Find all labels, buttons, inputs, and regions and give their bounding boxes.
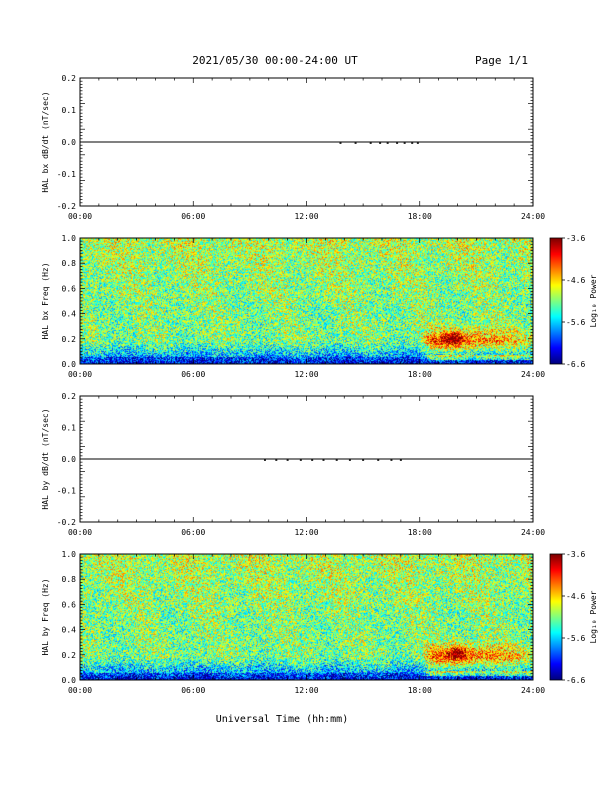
- y-tick-label-2-0: 1.0: [62, 234, 77, 243]
- y-axis-title-3: HAL by dB/dt (nT/sec): [41, 408, 50, 509]
- data-point-1-5: [396, 142, 399, 144]
- y-tick-label-2-1: 0.8: [62, 259, 77, 268]
- y-axis-title-4: HAL by Freq (Hz): [41, 578, 50, 655]
- data-point-1-4: [386, 142, 389, 144]
- data-point-3-7: [348, 459, 351, 461]
- y-tick-label-3-4: -0.2: [57, 518, 76, 527]
- data-point-1-1: [354, 142, 357, 144]
- spectrogram-4: [80, 554, 533, 680]
- y-axis-title-2: HAL bx Freq (Hz): [41, 262, 50, 339]
- data-point-1-6: [403, 142, 406, 144]
- x-tick-label-2-3: 18:00: [408, 370, 432, 379]
- panel-2: -3.6 -4.6 -5.6 -6.6 Log₁₀ Power 1.0 0.8 0.6 0.4 0…: [41, 234, 598, 379]
- x-tick-label-1-2: 12:00: [294, 212, 318, 221]
- x-tick-label-1-1: 06:00: [181, 212, 205, 221]
- colorbar-tick-label-2-1: -4.6: [566, 276, 585, 285]
- colorbar-label-2: Log₁₀ Power: [589, 274, 598, 327]
- x-axis-title: Universal Time (hh:mm): [216, 714, 348, 725]
- x-tick-label-3-0: 00:00: [68, 528, 92, 537]
- y-tick-label-1-1: 0.1: [62, 106, 77, 115]
- x-tick-label-2-4: 24:00: [521, 370, 545, 379]
- colorbar-frame-4: [549, 553, 563, 681]
- x-tick-label-3-3: 18:00: [408, 528, 432, 537]
- y-tick-label-2-4: 0.2: [62, 335, 77, 344]
- data-point-3-10: [390, 459, 393, 461]
- y-tick-label-4-5: 0.0: [62, 676, 77, 685]
- data-point-3-2: [286, 459, 289, 461]
- y-tick-label-2-2: 0.6: [62, 284, 77, 293]
- y-tick-label-3-0: 0.2: [62, 392, 77, 401]
- y-tick-label-4-1: 0.8: [62, 575, 77, 584]
- x-tick-label-4-3: 18:00: [408, 686, 432, 695]
- x-tick-label-2-0: 00:00: [68, 370, 92, 379]
- data-point-3-1: [275, 459, 278, 461]
- y-axis-title-1: HAL bx dB/dt (nT/sec): [41, 91, 50, 192]
- x-tick-label-4-0: 00:00: [68, 686, 92, 695]
- y-tick-label-4-2: 0.6: [62, 600, 77, 609]
- x-tick-label-3-2: 12:00: [294, 528, 318, 537]
- colorbar-tick-label-4-1: -4.6: [566, 592, 585, 601]
- colorbar-tick-label-2-2: -5.6: [566, 318, 585, 327]
- data-point-3-5: [322, 459, 325, 461]
- x-tick-label-2-2: 12:00: [294, 370, 318, 379]
- y-tick-label-2-3: 0.4: [62, 310, 77, 319]
- panel-4: -3.6 -4.6 -5.6 -6.6 Log₁₀ Power 1.0 0.8 0.6 0.4 0…: [41, 550, 598, 695]
- x-tick-label-2-1: 06:00: [181, 370, 205, 379]
- colorbar-tick-label-4-2: -5.6: [566, 634, 585, 643]
- data-point-1-2: [369, 142, 372, 144]
- colorbar-tick-label-2-0: -3.6: [566, 234, 585, 243]
- colorbar-4: [550, 554, 562, 680]
- x-tick-label-1-4: 24:00: [521, 212, 545, 221]
- data-point-3-11: [399, 459, 402, 461]
- panel-3: 0.2 0.1 0.0 -0.1 -0.200:00 06:00 12:00 18:00 24:…: [41, 392, 545, 537]
- x-tick-label-1-3: 18:00: [408, 212, 432, 221]
- colorbar-frame-2: [549, 237, 563, 365]
- colorbar-tick-label-4-0: -3.6: [566, 550, 585, 559]
- data-point-3-9: [377, 459, 380, 461]
- x-tick-label-4-2: 12:00: [294, 686, 318, 695]
- colorbar-label-4: Log₁₀ Power: [589, 590, 598, 643]
- data-point-3-0: [263, 459, 266, 461]
- data-point-1-0: [339, 142, 342, 144]
- x-tick-label-3-1: 06:00: [181, 528, 205, 537]
- colorbar-tick-label-4-3: -6.6: [566, 676, 585, 685]
- colorbar-tick-label-2-3: -6.6: [566, 360, 585, 369]
- x-tick-label-4-1: 06:00: [181, 686, 205, 695]
- data-point-3-6: [335, 459, 338, 461]
- y-tick-label-2-5: 0.0: [62, 360, 77, 369]
- y-tick-label-4-0: 1.0: [62, 550, 77, 559]
- y-tick-label-3-2: 0.0: [62, 455, 77, 464]
- data-point-3-8: [362, 459, 365, 461]
- page-title: 2021/05/30 00:00-24:00 UT: [192, 54, 358, 67]
- y-tick-label-1-2: 0.0: [62, 138, 77, 147]
- x-tick-label-3-4: 24:00: [521, 528, 545, 537]
- y-tick-label-4-3: 0.4: [62, 626, 77, 635]
- y-tick-label-1-4: -0.2: [57, 202, 76, 211]
- spectrogram-2: [80, 238, 533, 364]
- x-tick-label-4-4: 24:00: [521, 686, 545, 695]
- x-tick-label-1-0: 00:00: [68, 212, 92, 221]
- page-number: Page 1/1: [475, 54, 528, 67]
- y-tick-label-3-3: -0.1: [57, 487, 76, 496]
- panels: 0.20.10.0-0.1-0.200:00 06:00 12:00 18:00 24:…: [41, 74, 598, 695]
- y-tick-label-4-4: 0.2: [62, 651, 77, 660]
- data-point-1-8: [416, 142, 419, 144]
- colorbar-2: [550, 238, 562, 364]
- data-point-3-3: [299, 459, 302, 461]
- y-tick-label-1-3: -0.1: [57, 170, 76, 179]
- data-point-1-7: [411, 142, 414, 144]
- data-point-3-4: [311, 459, 314, 461]
- y-tick-label-1-0: 0.2: [62, 74, 77, 83]
- y-tick-label-3-1: 0.1: [62, 424, 77, 433]
- data-point-1-3: [379, 142, 382, 144]
- panel-1: 0.2 0.1 0.0 -0.1 -0.200:00 06:00 12:00 18:00 24:…: [41, 74, 545, 221]
